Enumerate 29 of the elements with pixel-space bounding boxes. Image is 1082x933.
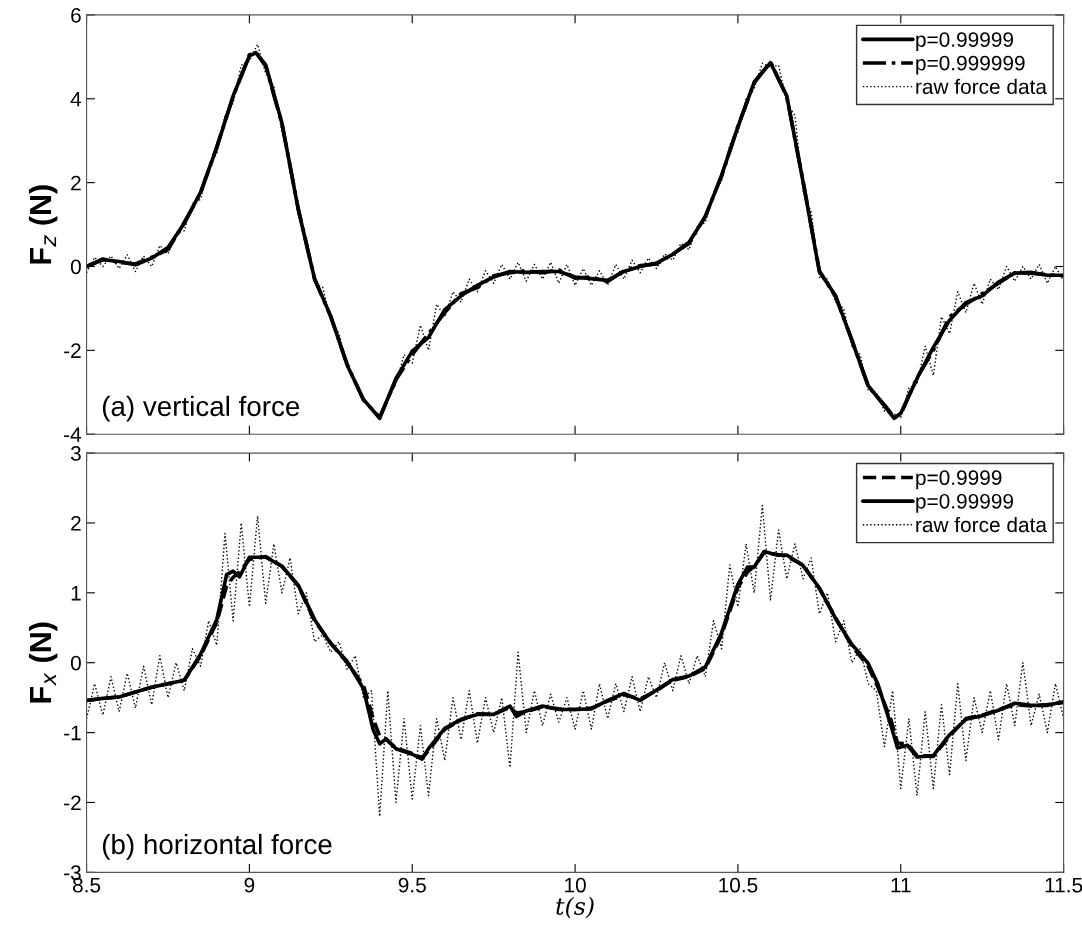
annotation: (a) vertical force	[102, 395, 300, 422]
y-tick-label: 3	[70, 446, 81, 461]
y-tick-label: 1	[71, 586, 81, 601]
legend-label: p=0.99999	[916, 32, 1014, 52]
legend-label: raw force data	[916, 516, 1047, 533]
x-tick-label: 9.5	[398, 877, 426, 893]
y-tick-label: -2	[64, 343, 81, 358]
y-tick-label: 6	[71, 7, 81, 23]
y-axis-title: F$_{z}$ (N)	[28, 185, 58, 264]
y-tick-label: -4	[64, 427, 82, 442]
x-tick-label: 10.5	[719, 877, 758, 893]
x-tick-label: 11	[891, 877, 911, 893]
y-tick-label: 0	[70, 655, 81, 671]
legend-label: p=0.999999	[916, 55, 1025, 75]
y-tick-label: -1	[64, 725, 81, 741]
x-tick-label: 11.5	[1045, 877, 1082, 893]
legend-label: raw force data	[916, 78, 1047, 95]
y-tick-label: -2	[64, 795, 81, 811]
y-axis-title: F$_{x}$ (N)	[28, 622, 58, 703]
y-tick-label: 4	[70, 92, 82, 107]
x-tick-label: 9	[244, 877, 255, 893]
annotation: (b) horizontal force	[102, 833, 332, 860]
y-tick-label: 2	[71, 175, 81, 191]
legend-label: p=0.99999	[916, 493, 1014, 513]
x-axis-title: t(s)	[556, 896, 594, 919]
x-tick-label: 10	[565, 877, 586, 893]
legend-label: p=0.9999	[916, 470, 1002, 490]
y-tick-label: 2	[71, 515, 81, 531]
y-tick-label: 0	[70, 259, 81, 275]
